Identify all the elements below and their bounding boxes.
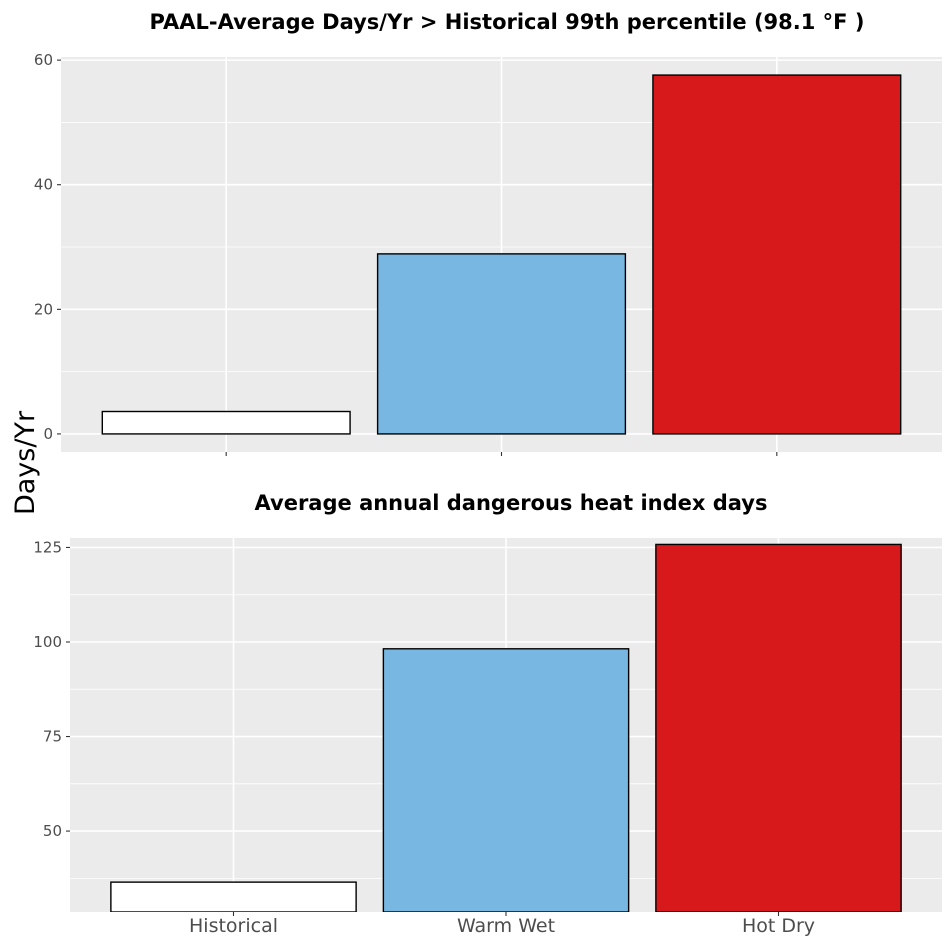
x-tick-label: Historical (189, 915, 278, 937)
chart-panel-bottom: Average annual dangerous heat index days… (33, 491, 942, 937)
bar-warm-wet-bottom (382, 648, 630, 912)
bar-hot-dry-top (652, 74, 902, 435)
x-tick-label: Hot Dry (742, 915, 815, 937)
chart-title-top: PAAL-Average Days/Yr > Historical 99th p… (150, 10, 865, 34)
y-tick-label: 40 (34, 176, 53, 194)
y-tick-label: 60 (34, 51, 53, 69)
bar-historical-bottom (110, 881, 357, 912)
y-axis-label: Days/Yr (10, 410, 41, 515)
y-tick-label: 100 (33, 633, 62, 651)
y-tick-label: 20 (34, 300, 53, 318)
y-tick-label: 0 (43, 425, 53, 443)
bar-warm-wet-top (376, 253, 627, 435)
chart-panel-top: PAAL-Average Days/Yr > Historical 99th p… (34, 10, 942, 456)
bar-hot-dry-bottom (655, 543, 902, 912)
chart-title-bottom: Average annual dangerous heat index days (255, 491, 768, 515)
x-tick-label: Warm Wet (457, 915, 555, 937)
y-tick-label: 125 (33, 538, 62, 556)
y-tick-label: 75 (43, 728, 62, 746)
bar-historical-top (101, 410, 351, 435)
y-tick-label: 50 (43, 822, 62, 840)
